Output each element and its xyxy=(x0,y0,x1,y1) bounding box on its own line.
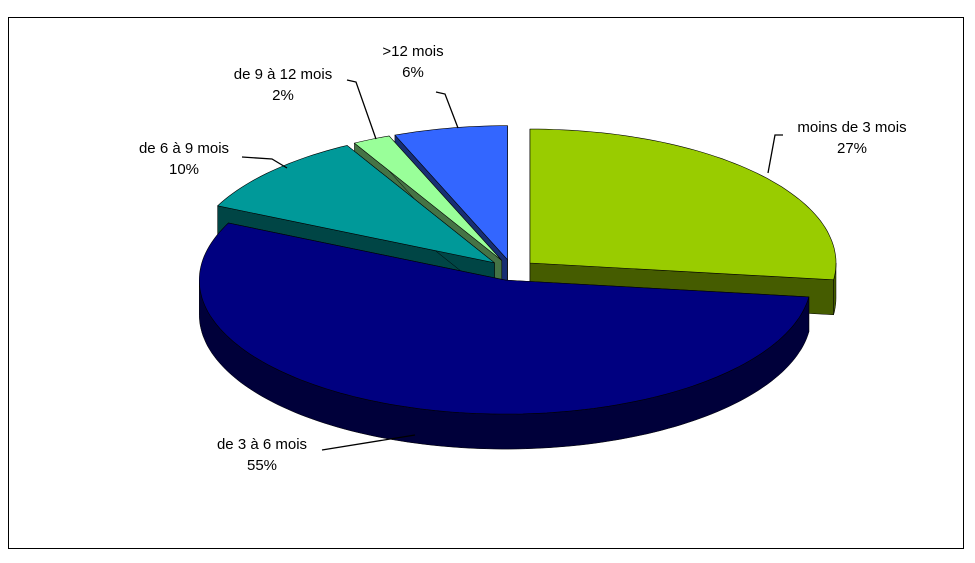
leader-line xyxy=(241,156,288,169)
value-label: 55% xyxy=(247,457,277,474)
value-label: 27% xyxy=(837,140,867,157)
leader-line xyxy=(346,79,377,140)
leader-line xyxy=(321,434,416,451)
slice xyxy=(198,222,810,415)
slice-label: moins de 3 mois xyxy=(797,119,906,136)
slice-label: de 6 à 9 mois xyxy=(139,140,229,157)
slice xyxy=(198,222,810,450)
slice-label: >12 mois xyxy=(382,43,443,60)
slice-label: de 9 à 12 mois xyxy=(234,66,332,83)
value-label: 2% xyxy=(272,87,294,104)
slice xyxy=(529,128,837,281)
leader-line xyxy=(435,91,459,129)
slice-label: de 3 à 6 mois xyxy=(217,436,307,453)
slice xyxy=(394,125,508,261)
value-label: 10% xyxy=(169,161,199,178)
slice xyxy=(216,145,495,264)
value-label: 6% xyxy=(402,64,424,81)
leader-line xyxy=(767,134,783,174)
slice xyxy=(353,135,503,261)
